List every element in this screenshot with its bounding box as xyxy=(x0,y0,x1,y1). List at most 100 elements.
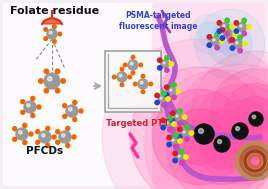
Circle shape xyxy=(225,31,229,36)
Circle shape xyxy=(165,68,169,72)
Circle shape xyxy=(247,25,251,29)
Circle shape xyxy=(53,40,56,43)
Circle shape xyxy=(169,104,174,108)
Circle shape xyxy=(237,135,241,140)
Circle shape xyxy=(47,29,57,39)
Circle shape xyxy=(200,175,205,179)
Circle shape xyxy=(198,174,202,179)
Circle shape xyxy=(195,173,200,178)
Circle shape xyxy=(139,63,143,67)
Circle shape xyxy=(46,126,50,130)
Circle shape xyxy=(155,100,159,105)
Circle shape xyxy=(167,87,171,91)
Circle shape xyxy=(241,177,245,181)
Circle shape xyxy=(174,141,178,145)
Circle shape xyxy=(130,62,133,65)
Circle shape xyxy=(233,32,237,36)
Circle shape xyxy=(166,92,170,97)
Circle shape xyxy=(58,32,62,36)
Circle shape xyxy=(234,135,238,139)
Circle shape xyxy=(152,89,248,185)
Circle shape xyxy=(145,70,268,189)
Circle shape xyxy=(180,160,184,165)
Circle shape xyxy=(158,66,162,70)
Circle shape xyxy=(171,130,176,135)
Circle shape xyxy=(238,35,242,40)
Circle shape xyxy=(165,121,172,128)
Circle shape xyxy=(177,154,182,158)
Circle shape xyxy=(217,29,222,33)
Text: PSMA-targeted
fluorescent image: PSMA-targeted fluorescent image xyxy=(119,11,197,31)
Circle shape xyxy=(214,136,230,152)
Circle shape xyxy=(161,125,165,130)
Circle shape xyxy=(219,133,223,137)
Circle shape xyxy=(226,32,228,34)
Circle shape xyxy=(44,37,47,40)
Circle shape xyxy=(166,95,170,100)
Circle shape xyxy=(171,75,176,79)
Circle shape xyxy=(217,21,222,25)
Circle shape xyxy=(117,72,127,82)
Circle shape xyxy=(161,29,165,33)
Circle shape xyxy=(172,109,228,165)
Circle shape xyxy=(246,176,251,181)
Circle shape xyxy=(37,105,41,109)
Circle shape xyxy=(167,92,268,189)
Circle shape xyxy=(52,135,56,139)
Circle shape xyxy=(234,21,239,25)
Circle shape xyxy=(237,22,247,32)
Circle shape xyxy=(210,131,214,136)
Circle shape xyxy=(193,172,197,177)
Circle shape xyxy=(213,132,217,136)
Circle shape xyxy=(172,139,174,141)
Circle shape xyxy=(230,38,234,42)
Circle shape xyxy=(155,93,159,98)
Circle shape xyxy=(236,177,240,181)
Circle shape xyxy=(44,69,49,74)
Circle shape xyxy=(165,85,169,89)
Circle shape xyxy=(157,18,162,22)
Text: Folate residue: Folate residue xyxy=(10,6,99,16)
Circle shape xyxy=(204,130,208,135)
Circle shape xyxy=(211,177,215,181)
Circle shape xyxy=(79,109,83,113)
Circle shape xyxy=(66,144,70,148)
Circle shape xyxy=(56,140,60,144)
Circle shape xyxy=(168,52,172,56)
Circle shape xyxy=(162,96,166,101)
FancyBboxPatch shape xyxy=(105,50,161,112)
Circle shape xyxy=(236,127,240,131)
Circle shape xyxy=(172,133,176,137)
Circle shape xyxy=(176,89,181,93)
Circle shape xyxy=(242,31,246,36)
Circle shape xyxy=(182,115,187,119)
Circle shape xyxy=(166,112,170,117)
Circle shape xyxy=(167,49,171,54)
Circle shape xyxy=(36,130,40,134)
Circle shape xyxy=(206,176,210,180)
Circle shape xyxy=(46,144,50,148)
Circle shape xyxy=(169,62,174,66)
Circle shape xyxy=(187,124,191,129)
Circle shape xyxy=(178,155,180,157)
Circle shape xyxy=(184,123,189,127)
Circle shape xyxy=(246,136,250,140)
Circle shape xyxy=(218,32,242,56)
Circle shape xyxy=(176,115,178,117)
Circle shape xyxy=(167,98,171,103)
Circle shape xyxy=(158,87,162,91)
Circle shape xyxy=(161,94,165,98)
Circle shape xyxy=(158,95,166,102)
Circle shape xyxy=(159,23,164,28)
Circle shape xyxy=(175,146,179,150)
Circle shape xyxy=(163,62,165,64)
Circle shape xyxy=(228,134,232,139)
Circle shape xyxy=(168,84,172,88)
Circle shape xyxy=(249,112,263,126)
Circle shape xyxy=(172,109,177,114)
Circle shape xyxy=(128,60,138,70)
Circle shape xyxy=(13,137,17,141)
Circle shape xyxy=(120,67,124,71)
Circle shape xyxy=(39,79,43,83)
Circle shape xyxy=(198,129,202,133)
